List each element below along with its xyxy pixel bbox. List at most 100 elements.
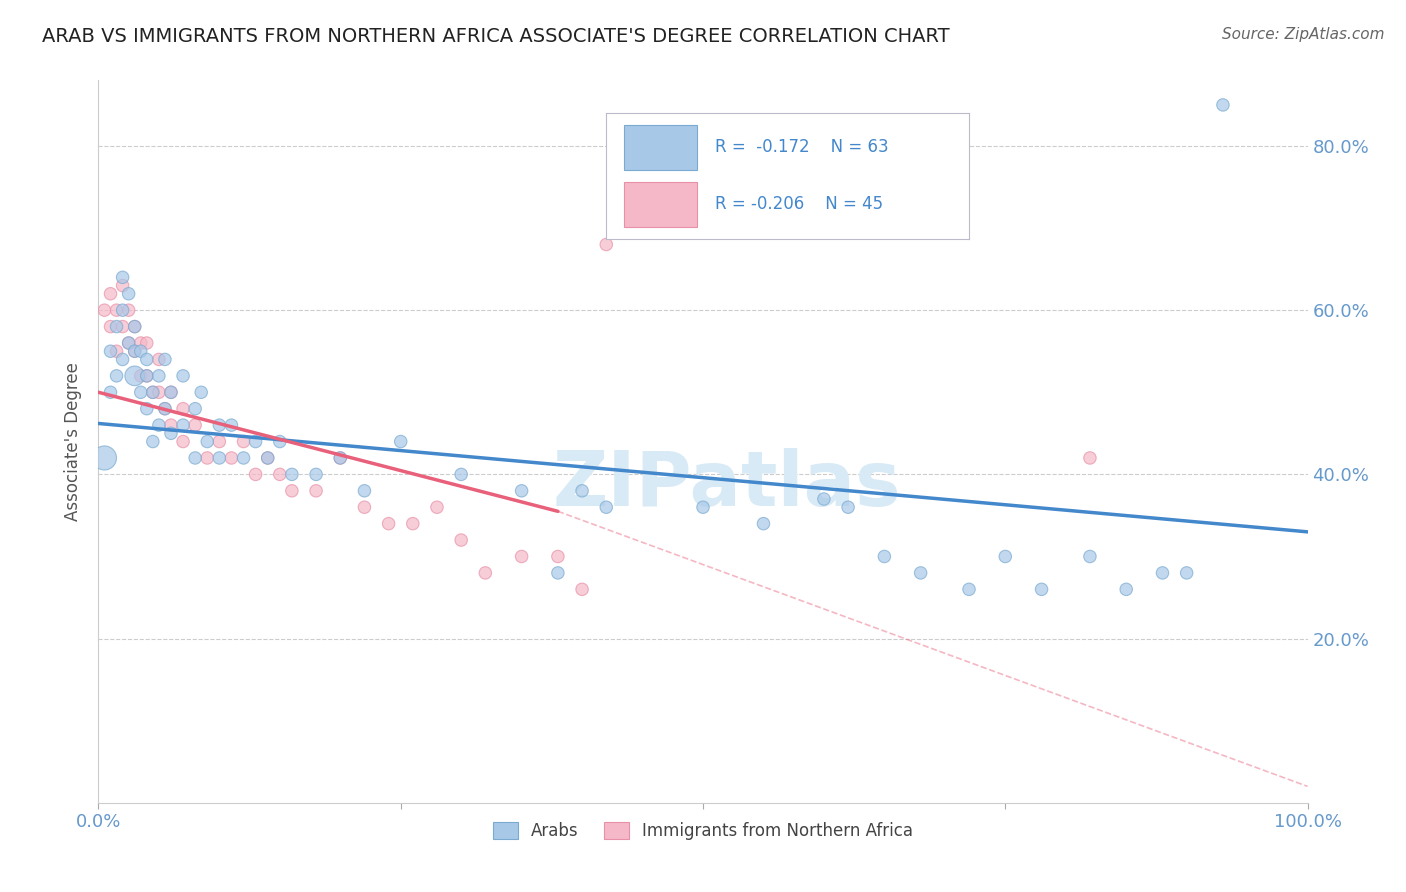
Point bbox=[873, 549, 896, 564]
Point bbox=[208, 434, 231, 449]
Point bbox=[232, 450, 254, 465]
Point bbox=[153, 401, 176, 416]
Text: Source: ZipAtlas.com: Source: ZipAtlas.com bbox=[1222, 27, 1385, 42]
Point bbox=[692, 500, 714, 515]
Point bbox=[160, 418, 183, 433]
Point bbox=[100, 286, 122, 301]
Point bbox=[547, 549, 569, 564]
Point bbox=[111, 303, 134, 318]
Point bbox=[1152, 566, 1174, 580]
Point bbox=[510, 549, 533, 564]
Point bbox=[269, 467, 291, 482]
Point bbox=[111, 352, 134, 367]
Point bbox=[172, 434, 194, 449]
Point bbox=[118, 336, 141, 351]
Point bbox=[93, 450, 115, 465]
Point bbox=[100, 344, 122, 359]
Point bbox=[160, 426, 183, 441]
Point bbox=[142, 385, 165, 400]
Point bbox=[124, 319, 146, 334]
Point bbox=[957, 582, 980, 597]
Point bbox=[450, 533, 472, 547]
Point bbox=[1078, 450, 1101, 465]
Point bbox=[402, 516, 425, 531]
Point bbox=[135, 336, 157, 351]
Point bbox=[281, 483, 304, 498]
Point bbox=[135, 368, 157, 383]
Point bbox=[148, 385, 170, 400]
Point bbox=[595, 500, 617, 515]
Point bbox=[245, 467, 267, 482]
Point bbox=[208, 418, 231, 433]
Point bbox=[184, 401, 207, 416]
Point bbox=[129, 336, 152, 351]
Point bbox=[135, 368, 157, 383]
Text: ARAB VS IMMIGRANTS FROM NORTHERN AFRICA ASSOCIATE'S DEGREE CORRELATION CHART: ARAB VS IMMIGRANTS FROM NORTHERN AFRICA … bbox=[42, 27, 950, 45]
Point bbox=[305, 467, 328, 482]
Point bbox=[142, 434, 165, 449]
Point bbox=[752, 516, 775, 531]
Point bbox=[547, 566, 569, 580]
Point bbox=[153, 352, 176, 367]
Point bbox=[129, 368, 152, 383]
Point bbox=[221, 450, 243, 465]
Point bbox=[93, 303, 115, 318]
Point bbox=[1031, 582, 1053, 597]
Point bbox=[910, 566, 932, 580]
Point bbox=[1212, 98, 1234, 112]
Point bbox=[184, 418, 207, 433]
Point bbox=[1115, 582, 1137, 597]
Point bbox=[221, 418, 243, 433]
Point bbox=[111, 319, 134, 334]
Point bbox=[135, 401, 157, 416]
Point bbox=[118, 336, 141, 351]
Point bbox=[353, 500, 375, 515]
Point bbox=[124, 344, 146, 359]
Point bbox=[105, 368, 128, 383]
Legend: Arabs, Immigrants from Northern Africa: Arabs, Immigrants from Northern Africa bbox=[486, 815, 920, 847]
Point bbox=[571, 483, 593, 498]
Point bbox=[111, 278, 134, 293]
Point bbox=[105, 303, 128, 318]
Point bbox=[105, 319, 128, 334]
Point bbox=[571, 582, 593, 597]
Point bbox=[426, 500, 449, 515]
Point bbox=[129, 385, 152, 400]
Point bbox=[172, 368, 194, 383]
Point bbox=[256, 450, 278, 465]
Point bbox=[190, 385, 212, 400]
Point bbox=[1078, 549, 1101, 564]
Point bbox=[148, 368, 170, 383]
Point bbox=[474, 566, 496, 580]
Point bbox=[172, 418, 194, 433]
Point bbox=[195, 450, 218, 465]
Point bbox=[510, 483, 533, 498]
Point bbox=[142, 385, 165, 400]
Point bbox=[160, 385, 183, 400]
Point bbox=[353, 483, 375, 498]
Point bbox=[450, 467, 472, 482]
Point bbox=[153, 401, 176, 416]
Point bbox=[232, 434, 254, 449]
Point bbox=[148, 352, 170, 367]
Point bbox=[124, 319, 146, 334]
Point bbox=[281, 467, 304, 482]
Point bbox=[994, 549, 1017, 564]
Point bbox=[329, 450, 352, 465]
Point bbox=[111, 270, 134, 285]
Point bbox=[129, 344, 152, 359]
Point bbox=[1175, 566, 1198, 580]
Point bbox=[377, 516, 399, 531]
Point bbox=[100, 319, 122, 334]
Point bbox=[135, 352, 157, 367]
Point bbox=[100, 385, 122, 400]
Point bbox=[329, 450, 352, 465]
Point bbox=[118, 286, 141, 301]
Point bbox=[124, 344, 146, 359]
Point bbox=[305, 483, 328, 498]
Point bbox=[245, 434, 267, 449]
Point bbox=[256, 450, 278, 465]
Point bbox=[813, 491, 835, 506]
Point bbox=[208, 450, 231, 465]
Point bbox=[105, 344, 128, 359]
